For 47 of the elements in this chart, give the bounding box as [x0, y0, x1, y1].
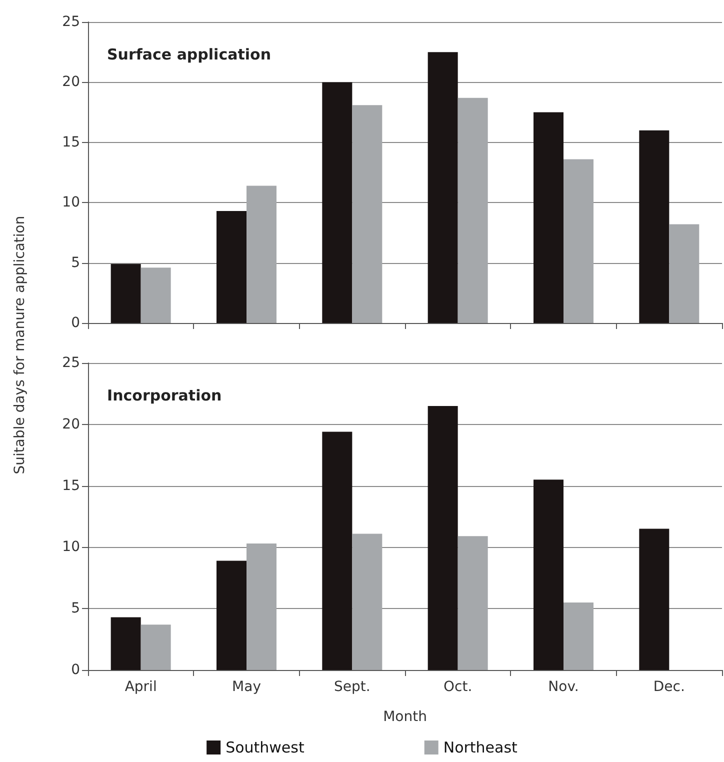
y-tick-label: 5 [71, 600, 80, 617]
bar [140, 268, 171, 323]
bar [216, 560, 246, 670]
legend-label: Northeast [443, 738, 518, 756]
x-axis-title: Month [383, 709, 427, 725]
y-tick-label: 15 [62, 134, 80, 150]
legend-label: Southwest [226, 738, 304, 756]
bar [352, 105, 382, 323]
text: Incorporation [107, 386, 222, 404]
x-tick-label: Oct. [444, 679, 472, 695]
bar [458, 536, 488, 670]
bar [352, 534, 382, 670]
y-tick-label: 5 [71, 254, 80, 271]
y-tick-label: 20 [62, 416, 80, 432]
bar [639, 130, 670, 323]
y-tick-label: 0 [71, 315, 80, 331]
y-tick-label: 10 [62, 194, 80, 211]
bar [246, 544, 276, 670]
bar [246, 186, 276, 323]
bar [669, 224, 700, 323]
x-tick-label: April [124, 679, 157, 695]
bar [428, 406, 458, 670]
bar [564, 602, 594, 670]
bar [639, 528, 670, 670]
bar [216, 211, 246, 323]
y-tick-label: 10 [62, 539, 80, 556]
bar [110, 264, 141, 323]
bar [428, 52, 458, 323]
y-tick-label: 25 [62, 355, 80, 371]
y-tick-label: 15 [62, 478, 80, 494]
bar [322, 432, 352, 670]
y-axis-title: Suitable days for manure application [12, 216, 28, 474]
x-tick-label: Dec. [653, 679, 685, 695]
bar [322, 82, 352, 323]
bar [564, 159, 594, 323]
bar [534, 112, 564, 323]
bar [140, 624, 171, 670]
bar [458, 98, 488, 323]
x-tick-label: May [232, 679, 261, 695]
y-tick-label: 20 [62, 74, 80, 90]
text: Surface application [107, 46, 272, 64]
bar [534, 480, 564, 670]
bar [110, 617, 141, 670]
x-tick-label: Nov. [548, 679, 579, 695]
y-tick-label: 25 [62, 14, 80, 30]
y-tick-label: 0 [71, 662, 80, 678]
x-tick-label: Sept. [334, 679, 370, 695]
